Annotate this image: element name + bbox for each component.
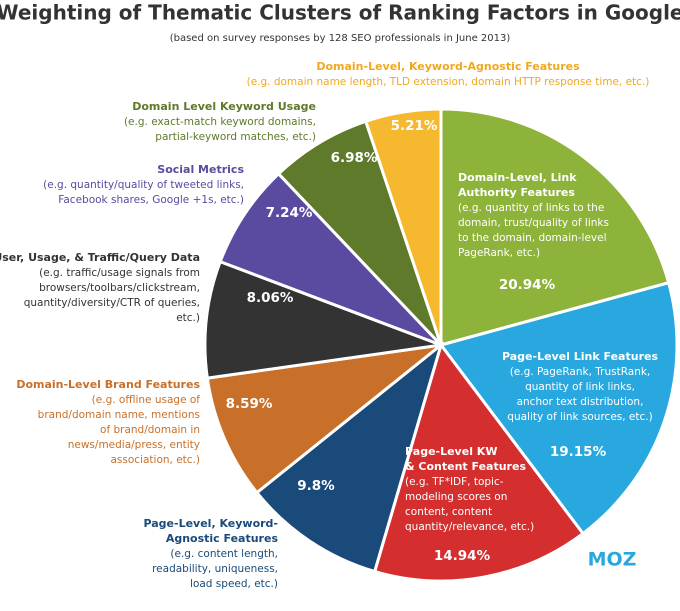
- slice-name: User, Usage, & Traffic/Query Data: [0, 251, 200, 264]
- slice-name: Page-Level, Keyword-: [143, 517, 278, 530]
- slice-description: readability, uniqueness,: [152, 563, 278, 575]
- slice-description: (e.g. content length,: [170, 548, 278, 560]
- chart-subtitle: (based on survey responses by 128 SEO pr…: [170, 33, 511, 44]
- slice-description: PageRank, etc.): [458, 247, 540, 259]
- slice-description: quantity/relevance, etc.): [405, 521, 534, 533]
- slice-name: Authority Features: [458, 186, 575, 199]
- pie-slice: [254, 340, 444, 574]
- value-label: 5.21%: [391, 118, 438, 134]
- slice-name: Page-Level KW: [405, 445, 497, 458]
- pie-slice: [203, 259, 442, 380]
- slice-description: Facebook shares, Google +1s, etc.): [58, 194, 244, 206]
- slice-description: (e.g. TF*IDF, topic-: [405, 476, 504, 488]
- slice-description: (e.g. domain name length, TLD extension,…: [247, 76, 650, 88]
- slice-description: partial-keyword matches, etc.): [155, 131, 316, 143]
- value-label: 7.24%: [266, 205, 313, 221]
- value-label: 8.06%: [247, 290, 294, 306]
- slice-description: domain, trust/quality of links: [458, 217, 609, 229]
- slice-description: content, content: [405, 506, 492, 518]
- slice-description: quality of link sources, etc.): [507, 411, 652, 423]
- slice-description: anchor text distribution,: [517, 396, 644, 408]
- slice-description: association, etc.): [111, 454, 201, 466]
- value-label: 20.94%: [499, 277, 556, 293]
- slice-description: etc.): [176, 312, 200, 324]
- pie-slice: [363, 107, 443, 346]
- slice-description: quantity/diversity/CTR of queries,: [24, 297, 200, 309]
- slice-name: & Content Features: [405, 460, 526, 473]
- slice-description: (e.g. quantity of links to the: [458, 202, 604, 214]
- slice-name: Agnostic Features: [166, 532, 279, 545]
- slice-description: quantity of link links,: [525, 381, 635, 393]
- value-label: 14.94%: [434, 548, 491, 564]
- slice-description: of brand/domain in: [100, 424, 200, 436]
- chart-title: Weighting of Thematic Clusters of Rankin…: [0, 1, 680, 25]
- slice-description: (e.g. exact-match keyword domains,: [124, 116, 316, 128]
- value-label: 8.59%: [226, 396, 273, 412]
- slice-description: (e.g. traffic/usage signals from: [39, 267, 200, 279]
- pie-slice: [205, 342, 447, 495]
- pie-slice: [218, 171, 443, 347]
- slice-name: Domain Level Keyword Usage: [132, 100, 316, 113]
- slice-description: to the domain, domain-level: [458, 232, 607, 244]
- slice-description: news/media/press, entity: [68, 439, 200, 451]
- slice-description: (e.g. quantity/quality of tweeted links,: [43, 179, 244, 191]
- slice-name: Page-Level Link Features: [502, 350, 658, 363]
- slice-name: Social Metrics: [157, 163, 244, 176]
- slice-description: modeling scores on: [405, 491, 507, 503]
- pie-slice: [372, 341, 586, 583]
- slice-description: browsers/toolbars/clickstream,: [39, 282, 200, 294]
- value-label: 19.15%: [550, 444, 607, 460]
- value-label: 6.98%: [331, 150, 378, 166]
- value-label: 9.8%: [297, 478, 335, 494]
- slice-name: Domain-Level, Link: [458, 171, 577, 184]
- slice-description: load speed, etc.): [190, 578, 278, 590]
- slice-description: (e.g. PageRank, TrustRank,: [510, 366, 651, 378]
- slice-description: (e.g. offline usage of: [92, 394, 201, 406]
- slice-description: brand/domain name, mentions: [38, 409, 200, 421]
- pie-slice: [439, 107, 671, 347]
- slice-name: Domain-Level, Keyword-Agnostic Features: [316, 60, 580, 73]
- pie-slice: [438, 280, 679, 536]
- slice-name: Domain-Level Brand Features: [16, 378, 200, 391]
- logo: MOZ: [588, 549, 637, 571]
- pie-slice: [276, 119, 443, 347]
